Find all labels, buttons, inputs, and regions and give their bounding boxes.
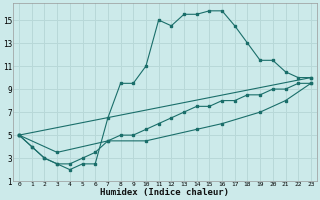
X-axis label: Humidex (Indice chaleur): Humidex (Indice chaleur) — [100, 188, 229, 197]
